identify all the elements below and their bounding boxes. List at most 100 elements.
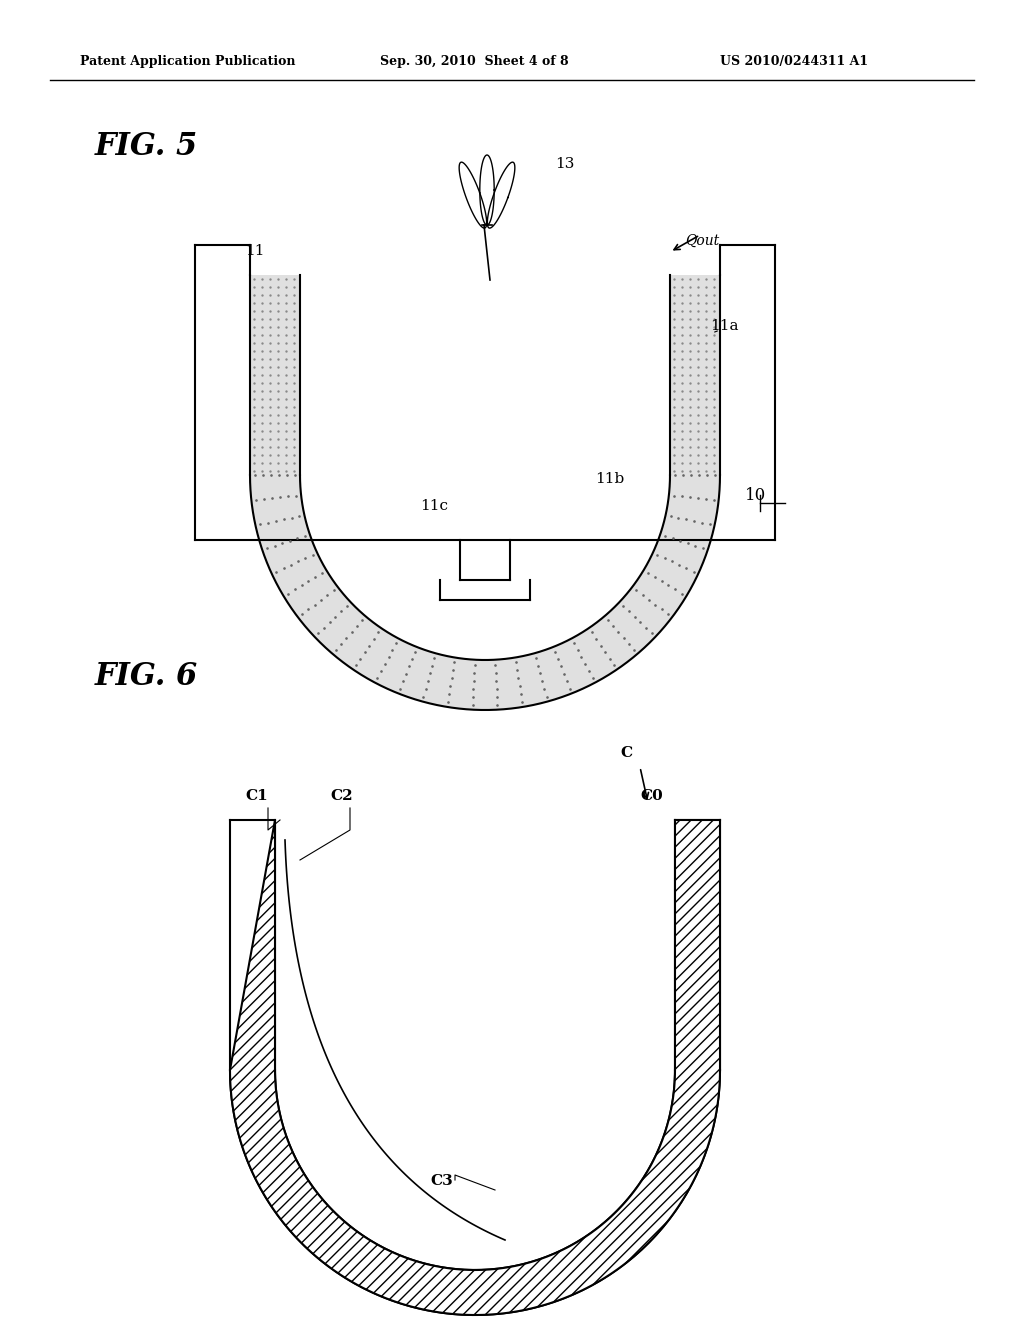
- Point: [666, 364, 682, 385]
- Point: [690, 284, 707, 305]
- Point: [254, 284, 270, 305]
- Point: [356, 642, 373, 663]
- Point: [264, 487, 281, 508]
- Point: [270, 465, 287, 486]
- Point: [275, 508, 292, 529]
- Point: [697, 488, 714, 510]
- Point: [674, 348, 690, 370]
- Point: [706, 396, 722, 417]
- Point: [706, 356, 722, 378]
- Point: [280, 583, 296, 605]
- Point: [262, 348, 279, 370]
- Point: [666, 317, 682, 338]
- Point: [666, 333, 682, 354]
- Point: [514, 692, 530, 713]
- Point: [682, 372, 698, 393]
- Point: [286, 325, 302, 346]
- Point: [286, 372, 302, 393]
- Point: [290, 550, 306, 572]
- Point: [418, 678, 434, 700]
- Point: [674, 396, 690, 417]
- Point: [690, 445, 707, 466]
- Point: [246, 317, 262, 338]
- Point: [446, 652, 463, 673]
- Point: [287, 465, 303, 486]
- Point: [513, 684, 529, 705]
- Polygon shape: [230, 820, 720, 1315]
- Point: [690, 364, 707, 385]
- Point: [706, 301, 722, 322]
- Point: [269, 309, 286, 330]
- Point: [682, 487, 698, 508]
- Point: [682, 421, 698, 442]
- Point: [315, 618, 332, 639]
- Point: [697, 356, 714, 378]
- Point: [246, 325, 262, 346]
- Point: [286, 453, 302, 474]
- Point: [254, 421, 270, 442]
- Point: [254, 276, 270, 297]
- Point: [252, 513, 268, 535]
- Point: [269, 396, 286, 417]
- Point: [269, 461, 286, 482]
- Point: [488, 678, 505, 700]
- Point: [278, 388, 294, 409]
- Point: [246, 293, 262, 314]
- Text: Qout: Qout: [685, 234, 719, 248]
- Point: [269, 333, 286, 354]
- Point: [674, 453, 690, 474]
- Point: [690, 309, 707, 330]
- Point: [255, 465, 271, 486]
- Point: [674, 404, 690, 425]
- Point: [343, 622, 359, 643]
- Point: [466, 671, 482, 692]
- Point: [286, 309, 302, 330]
- Point: [559, 671, 575, 692]
- Point: [420, 671, 436, 692]
- Point: [286, 388, 302, 409]
- Point: [690, 453, 707, 474]
- Point: [653, 570, 670, 591]
- Point: [690, 461, 707, 482]
- Point: [262, 380, 279, 401]
- Point: [269, 445, 286, 466]
- Point: [706, 268, 722, 289]
- Point: [466, 663, 482, 684]
- Point: [573, 647, 590, 668]
- Point: [246, 445, 262, 466]
- Point: [539, 686, 555, 708]
- Point: [674, 309, 690, 330]
- Point: [339, 595, 355, 616]
- Point: [509, 660, 525, 681]
- Point: [656, 548, 673, 569]
- Point: [697, 309, 714, 330]
- Point: [269, 341, 286, 362]
- Point: [272, 487, 289, 508]
- Point: [601, 648, 617, 669]
- Point: [666, 284, 682, 305]
- Point: [291, 506, 307, 527]
- Point: [254, 388, 270, 409]
- Point: [380, 647, 396, 668]
- Point: [529, 655, 546, 676]
- Point: [697, 293, 714, 314]
- Point: [581, 660, 597, 681]
- Point: [682, 309, 698, 330]
- Point: [262, 429, 279, 450]
- Point: [262, 325, 279, 346]
- Point: [682, 396, 698, 417]
- Point: [246, 380, 262, 401]
- Point: [286, 421, 302, 442]
- Point: [706, 421, 722, 442]
- Point: [689, 487, 706, 508]
- Point: [278, 396, 294, 417]
- Point: [660, 574, 677, 595]
- Point: [407, 642, 423, 663]
- Point: [269, 372, 286, 393]
- Point: [278, 429, 294, 450]
- Point: [465, 678, 481, 700]
- Point: [278, 412, 294, 433]
- Point: [690, 276, 707, 297]
- Point: [682, 293, 698, 314]
- Point: [246, 461, 262, 482]
